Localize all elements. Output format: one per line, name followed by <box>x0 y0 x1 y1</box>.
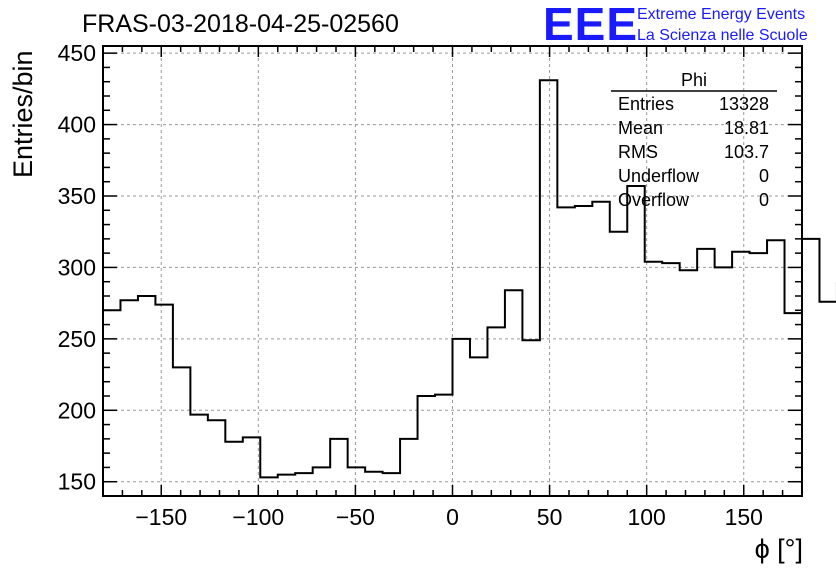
histogram-bin <box>383 473 400 496</box>
stats-rows: Entries 13328 Mean 18.81 RMS 103.7 Underflow 0 O… <box>618 94 769 210</box>
histogram-bin <box>557 207 574 496</box>
stats-value: 13328 <box>719 94 769 114</box>
y-tick-label: 150 <box>58 469 96 495</box>
histogram-bin <box>208 420 225 496</box>
histogram-bin <box>785 313 802 496</box>
x-tick-label: 0 <box>446 504 459 530</box>
stats-label: RMS <box>618 142 658 162</box>
histogram-bin <box>715 267 732 496</box>
histogram-bin <box>680 270 697 496</box>
histogram-bin <box>522 340 539 496</box>
histogram-bin <box>278 475 295 496</box>
y-tick-label: 400 <box>58 112 96 138</box>
histogram-bin <box>470 357 487 496</box>
histogram-bin <box>120 300 137 496</box>
stats-label: Overflow <box>618 190 690 210</box>
histogram-outline <box>103 79 836 479</box>
stats-box: Phi Entries 13328 Mean 18.81 RMS 103.7 Underfl… <box>611 70 777 210</box>
histogram-bin <box>400 439 417 496</box>
histogram-bin <box>575 206 592 496</box>
stats-value: 0 <box>759 190 769 210</box>
histogram-bin <box>260 477 277 496</box>
histogram-bin <box>627 186 644 496</box>
histogram-bin <box>662 263 679 496</box>
y-axis-title: Entries/bin <box>8 50 38 178</box>
histogram-bin <box>767 240 784 496</box>
y-tick-label: 200 <box>58 397 96 423</box>
logo-line-1: Extreme Energy Events <box>637 6 805 23</box>
histogram-bin <box>505 290 522 496</box>
y-tick-label: 300 <box>58 254 96 280</box>
x-tick-label: −100 <box>232 504 284 530</box>
histogram-bin <box>173 367 190 496</box>
stats-label: Entries <box>618 94 674 114</box>
histogram-bin <box>610 232 627 496</box>
x-axis-ticks: −150 −100 −50 0 50 100 150 <box>121 46 784 530</box>
histogram-bin <box>645 262 662 496</box>
logo-line-2: La Scienza nelle Scuole <box>637 27 808 44</box>
stats-label: Underflow <box>618 166 700 186</box>
x-tick-label: 50 <box>537 504 563 530</box>
histogram-bin <box>138 296 155 496</box>
histogram-bin <box>365 472 382 496</box>
histogram-bin <box>819 302 836 496</box>
histogram-bin <box>697 249 714 496</box>
y-tick-label: 450 <box>58 40 96 66</box>
stats-label: Mean <box>618 118 663 138</box>
histogram-bin <box>750 253 767 496</box>
y-tick-label: 250 <box>58 326 96 352</box>
histogram-bin <box>418 396 435 496</box>
histogram-bin <box>592 202 609 496</box>
histogram-bin <box>802 239 819 496</box>
stats-box-title: Phi <box>681 70 707 90</box>
chart-title: FRAS-03-2018-04-25-02560 <box>82 10 399 38</box>
histogram-bin <box>732 252 749 496</box>
x-tick-label: 100 <box>627 504 665 530</box>
x-tick-label: −150 <box>135 504 187 530</box>
histogram-bin <box>155 305 172 496</box>
logo-letters: EEE <box>543 0 638 50</box>
histogram-bin <box>225 442 242 496</box>
histogram-bin <box>313 467 330 496</box>
histogram-bin <box>348 467 365 496</box>
histogram-bin <box>190 415 207 496</box>
stats-value: 103.7 <box>724 142 769 162</box>
stats-value: 0 <box>759 166 769 186</box>
histogram-bars <box>103 79 836 496</box>
x-axis-title: ϕ [°] <box>755 534 803 564</box>
y-tick-label: 350 <box>58 183 96 209</box>
x-tick-label: 150 <box>725 504 763 530</box>
histogram-bin <box>540 80 557 496</box>
histogram-bin <box>453 339 470 496</box>
histogram-bin <box>435 395 452 496</box>
stats-value: 18.81 <box>724 118 769 138</box>
y-axis-ticks: 150 200 250 300 350 400 450 <box>58 40 802 495</box>
histogram-bin <box>487 327 504 496</box>
eee-logo: EEE Extreme Energy Events La Scienza nel… <box>543 0 808 50</box>
x-tick-label: −50 <box>336 504 375 530</box>
histogram-bin <box>330 439 347 496</box>
